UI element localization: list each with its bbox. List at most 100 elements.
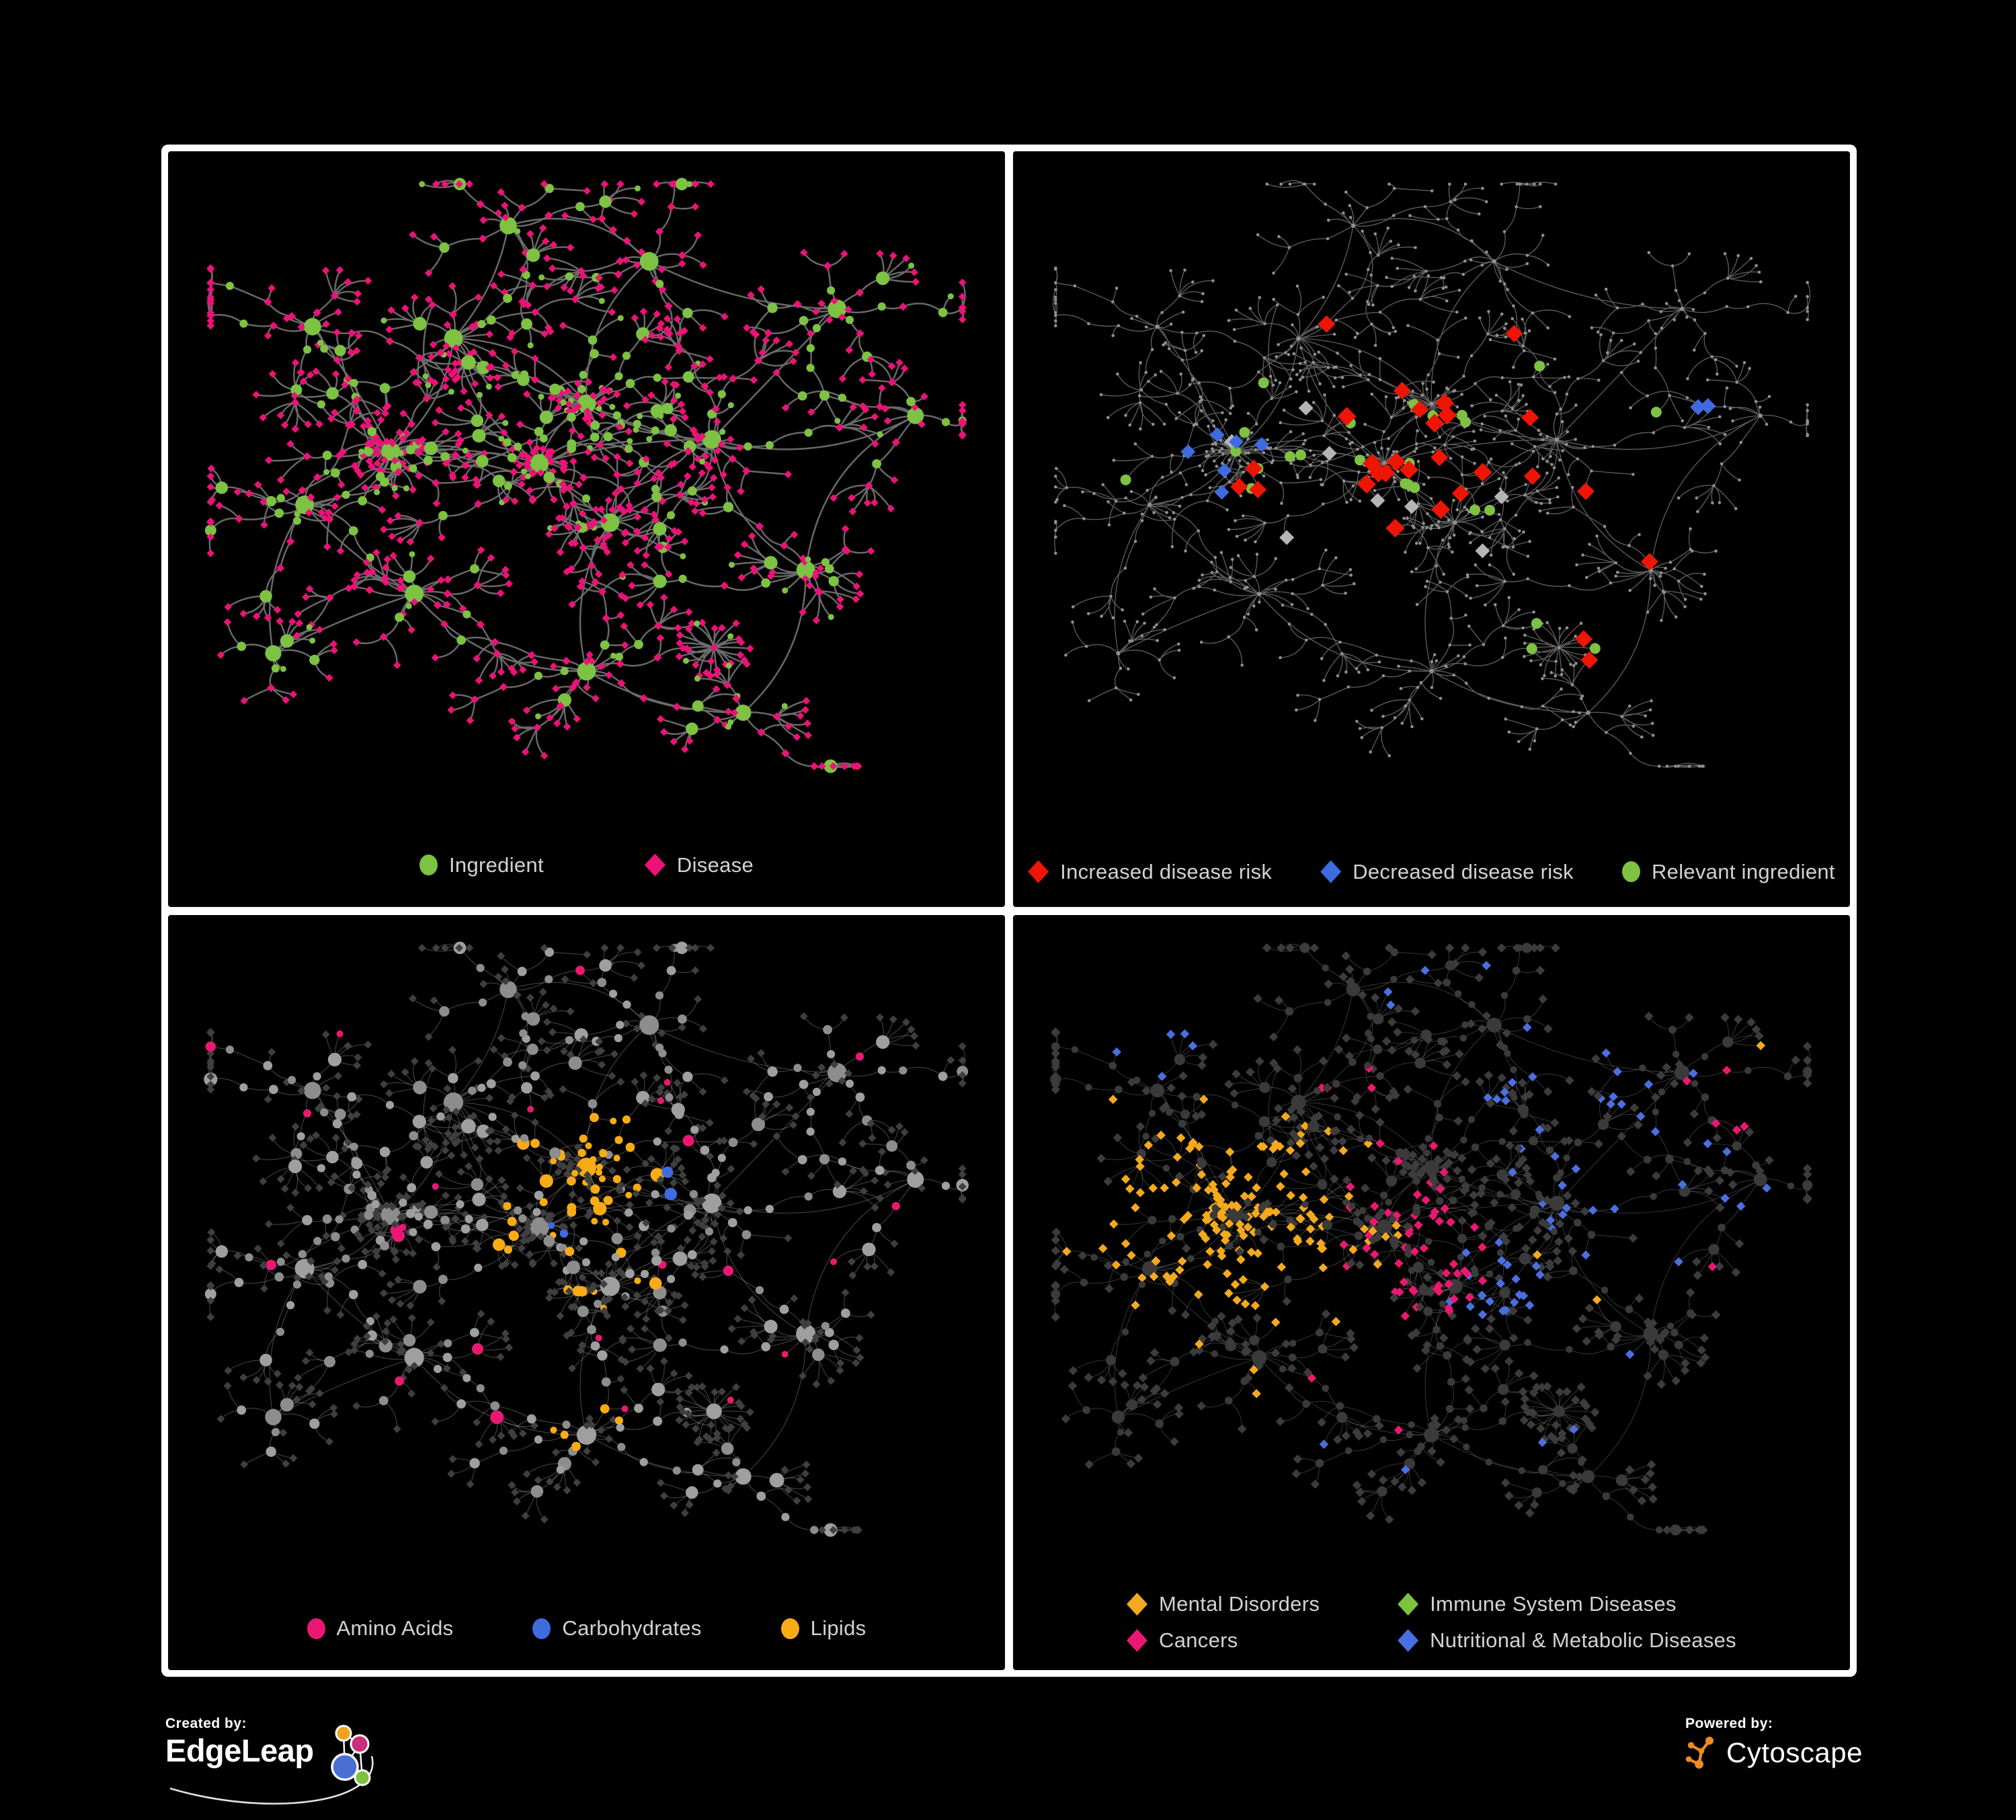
graph-node	[280, 634, 294, 648]
legend-item: Increased disease risk	[1028, 860, 1272, 884]
graph-node	[1447, 545, 1451, 549]
graph-edge	[1707, 379, 1737, 383]
graph-node	[694, 231, 702, 239]
graph-node	[1714, 549, 1718, 553]
graph-node	[352, 346, 361, 355]
graph-edge	[1352, 269, 1369, 299]
graph-node	[1448, 536, 1452, 540]
graph-node	[583, 658, 591, 666]
graph-node	[487, 362, 495, 371]
graph-node	[530, 375, 540, 384]
graph-node	[1348, 567, 1353, 571]
graph-edge	[1668, 395, 1683, 422]
graph-edge	[1094, 493, 1126, 500]
graph-node	[1443, 443, 1447, 446]
graph-node	[1659, 571, 1663, 575]
graph-edge	[1176, 374, 1182, 394]
graph-node	[514, 442, 522, 451]
graph-edge	[1404, 526, 1423, 553]
graph-node	[723, 680, 732, 689]
graph-edge	[436, 1242, 477, 1247]
graph-node	[701, 452, 710, 461]
graph-node	[1462, 655, 1466, 659]
graph-node	[1287, 245, 1291, 249]
graph-node	[1555, 485, 1559, 489]
graph-edge	[1170, 270, 1180, 296]
graph-node	[653, 574, 667, 588]
graph-node	[303, 345, 312, 354]
graph-node	[1367, 372, 1371, 377]
graph-node	[1287, 353, 1291, 356]
graph-edge	[1324, 435, 1358, 450]
graph-node	[292, 516, 302, 525]
graph-edge	[827, 253, 846, 267]
graph-node	[1181, 310, 1185, 314]
graph-node	[657, 265, 666, 274]
graph-node	[698, 509, 707, 518]
graph-node	[454, 430, 462, 438]
graph-node	[451, 375, 460, 384]
graph-node	[1205, 450, 1209, 453]
graph-node	[1541, 457, 1545, 461]
graph-node	[325, 674, 333, 682]
graph-node	[1195, 331, 1199, 335]
graph-edge	[1420, 296, 1447, 302]
graph-node	[1178, 411, 1181, 414]
graph-node	[665, 535, 674, 543]
graph-node	[1503, 327, 1506, 330]
graph-node	[1561, 449, 1565, 452]
graph-node	[906, 397, 916, 407]
graph-node	[1200, 349, 1203, 353]
graph-node	[670, 396, 678, 405]
graph-node	[1117, 324, 1121, 327]
graph-node	[1572, 710, 1575, 713]
graph-node	[1242, 514, 1245, 518]
graph-edge	[1184, 350, 1193, 381]
graph-edge	[1599, 334, 1604, 361]
graph-node	[477, 391, 483, 398]
graph-node	[1560, 668, 1564, 672]
graph-node	[499, 216, 517, 235]
graph-node	[1376, 284, 1379, 287]
graph-node	[1172, 511, 1176, 514]
graph-node	[473, 581, 482, 590]
graph-node	[1535, 489, 1539, 493]
graph-node	[799, 608, 807, 617]
graph-node	[1239, 427, 1250, 438]
graph-edge	[1088, 323, 1119, 327]
graph-node	[1099, 393, 1103, 397]
graph-node	[852, 595, 860, 604]
graph-node	[1318, 567, 1322, 571]
graph-node	[749, 328, 757, 336]
graph-node	[856, 329, 864, 338]
graph-node	[1584, 576, 1588, 580]
graph-node	[548, 447, 556, 456]
graph-node	[1263, 322, 1266, 325]
graph-node	[364, 446, 374, 457]
graph-edge	[1271, 391, 1297, 399]
graph-node	[692, 661, 700, 669]
graph-edge	[1527, 182, 1556, 185]
graph-node	[1169, 269, 1172, 272]
graph-node	[425, 382, 432, 389]
graph-node	[460, 387, 468, 395]
graph-node	[838, 313, 846, 321]
graph-edge	[727, 506, 760, 528]
graph-node	[630, 210, 639, 219]
graph-node	[1377, 660, 1381, 664]
graph-edge	[1398, 666, 1432, 672]
graph-edge	[1327, 225, 1354, 239]
graph-node	[713, 666, 721, 674]
legend-swatch	[1320, 860, 1342, 883]
graph-node	[1229, 406, 1233, 410]
graph-node	[1184, 483, 1188, 487]
graph-node	[1173, 518, 1176, 521]
graph-edge	[1230, 567, 1255, 578]
graph-node	[804, 428, 813, 437]
graph-node	[1627, 544, 1631, 547]
graph-node	[581, 414, 590, 423]
graph-node	[223, 618, 232, 627]
graph-node	[1664, 566, 1667, 570]
graph-node	[503, 293, 512, 303]
graph-node	[1653, 584, 1656, 588]
